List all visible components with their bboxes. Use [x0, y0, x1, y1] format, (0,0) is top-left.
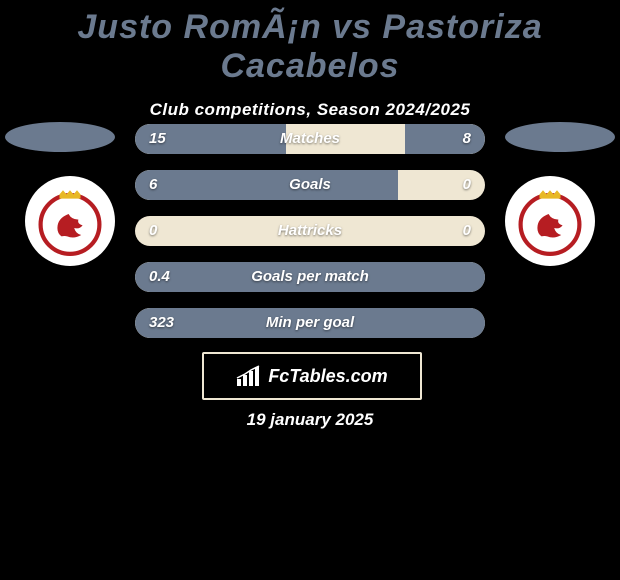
- club-crest-right: [505, 176, 595, 266]
- stat-row: 00Hattricks: [135, 216, 485, 246]
- brand-text: FcTables.com: [268, 366, 387, 387]
- stat-metric-label: Goals per match: [135, 262, 485, 292]
- crest-icon: [35, 186, 105, 256]
- stat-metric-label: Hattricks: [135, 216, 485, 246]
- club-crest-left: [25, 176, 115, 266]
- stat-row: 158Matches: [135, 124, 485, 154]
- comparison-card: Justo RomÃ¡n vs Pastoriza Cacabelos Club…: [0, 0, 620, 580]
- stat-row: 323Min per goal: [135, 308, 485, 338]
- snapshot-date: 19 january 2025: [0, 410, 620, 430]
- brand-badge: FcTables.com: [202, 352, 422, 400]
- stat-row: 60Goals: [135, 170, 485, 200]
- subtitle: Club competitions, Season 2024/2025: [0, 100, 620, 120]
- player-oval-right: [505, 122, 615, 152]
- stat-row: 0.4Goals per match: [135, 262, 485, 292]
- stat-metric-label: Min per goal: [135, 308, 485, 338]
- player-oval-left: [5, 122, 115, 152]
- crest-icon: [515, 186, 585, 256]
- page-title: Justo RomÃ¡n vs Pastoriza Cacabelos: [0, 0, 620, 86]
- bars-icon: [236, 365, 262, 387]
- stats-container: 158Matches 60Goals 00Hattricks 0.4Goals per…: [135, 124, 485, 354]
- stat-metric-label: Matches: [135, 124, 485, 154]
- stat-metric-label: Goals: [135, 170, 485, 200]
